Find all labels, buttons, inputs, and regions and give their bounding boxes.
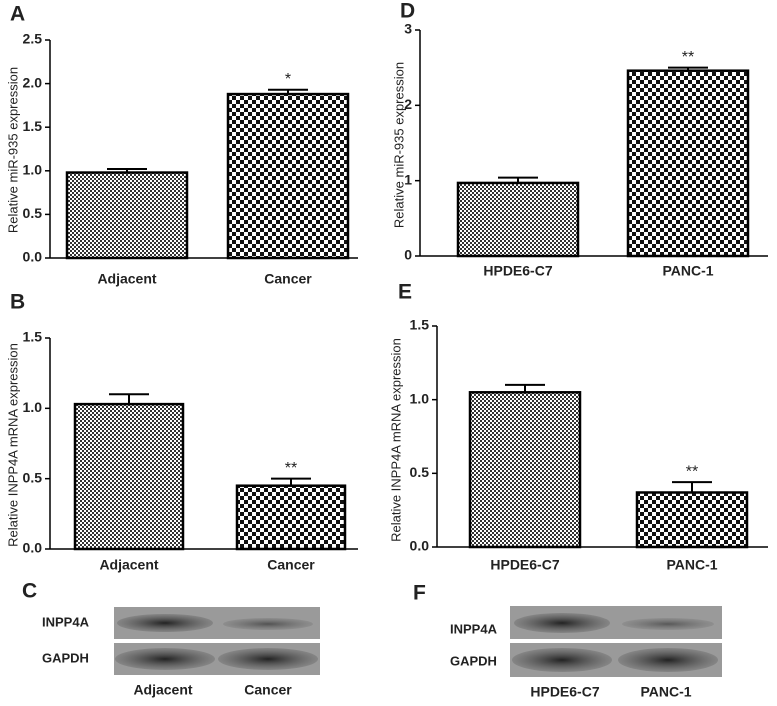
bar xyxy=(235,484,347,551)
lane-label: Cancer xyxy=(244,682,292,698)
y-tick-label: 1.0 xyxy=(23,162,43,178)
bar xyxy=(73,402,185,551)
y-axis-label: Relative miR-935 expression xyxy=(5,67,20,233)
x-tick-label: HPDE6-C7 xyxy=(490,557,559,573)
band xyxy=(218,648,318,670)
x-tick-label: PANC-1 xyxy=(666,557,717,573)
significance: ** xyxy=(682,49,694,66)
lane-label: HPDE6-C7 xyxy=(530,684,599,700)
y-tick-label: 0.5 xyxy=(23,469,43,485)
bar xyxy=(635,491,749,549)
significance: ** xyxy=(686,463,698,480)
y-tick-label: 0.0 xyxy=(23,540,43,556)
band xyxy=(223,618,313,630)
panel-label: B xyxy=(10,291,25,314)
band xyxy=(618,648,718,672)
panel-label: D xyxy=(400,0,415,23)
y-tick-label: 0 xyxy=(404,247,412,263)
y-tick-label: 1.5 xyxy=(23,329,43,345)
panel-label: F xyxy=(413,582,426,605)
y-tick-label: 2.5 xyxy=(23,31,43,47)
bar xyxy=(456,181,580,258)
y-tick-label: 3 xyxy=(404,21,412,37)
significance: ** xyxy=(285,460,297,477)
panel-label: C xyxy=(22,580,37,603)
y-tick-label: 1.5 xyxy=(23,118,43,134)
x-tick-label: HPDE6-C7 xyxy=(483,263,552,279)
x-tick-label: Adjacent xyxy=(97,271,156,287)
x-tick-label: Cancer xyxy=(264,271,312,287)
x-tick-label: Adjacent xyxy=(99,557,158,573)
panel-label: E xyxy=(398,281,412,304)
y-tick-label: 1.5 xyxy=(410,317,430,333)
bar xyxy=(65,171,189,260)
row-label: INPP4A xyxy=(450,621,498,636)
bar xyxy=(468,391,582,549)
band xyxy=(115,648,215,670)
row-label: GAPDH xyxy=(42,650,89,665)
y-axis-label: Relative INPP4A mRNA expression xyxy=(388,338,403,542)
bar xyxy=(626,69,750,258)
y-tick-label: 2 xyxy=(404,96,412,112)
band xyxy=(117,614,213,632)
blot-f: F INPP4A GAPDH HPDE6-C7 PANC-1 xyxy=(413,582,722,700)
bar xyxy=(226,92,350,260)
y-tick-label: 1 xyxy=(404,171,412,187)
y-axis-label: Relative miR-935 expression xyxy=(391,62,406,228)
y-tick-label: 1.0 xyxy=(410,390,430,406)
lane-label: Adjacent xyxy=(133,682,192,698)
significance: * xyxy=(285,71,291,88)
y-tick-label: 0.5 xyxy=(410,464,430,480)
row-label: INPP4A xyxy=(42,614,90,629)
y-axis-label: Relative INPP4A mRNA expression xyxy=(5,343,20,547)
y-tick-label: 1.0 xyxy=(23,399,43,415)
band xyxy=(514,613,610,633)
y-tick-label: 2.0 xyxy=(23,74,43,90)
x-tick-label: PANC-1 xyxy=(662,263,713,279)
band xyxy=(512,648,612,672)
lane-label: PANC-1 xyxy=(640,684,691,700)
blot-c: C INPP4A GAPDH Adjacent Cancer xyxy=(22,580,320,698)
x-tick-label: Cancer xyxy=(267,557,315,573)
panel-label: A xyxy=(10,3,25,26)
row-label: GAPDH xyxy=(450,653,497,668)
y-tick-label: 0.5 xyxy=(23,205,43,221)
y-tick-label: 0.0 xyxy=(410,538,430,554)
band xyxy=(622,618,714,630)
y-tick-label: 0.0 xyxy=(23,249,43,265)
